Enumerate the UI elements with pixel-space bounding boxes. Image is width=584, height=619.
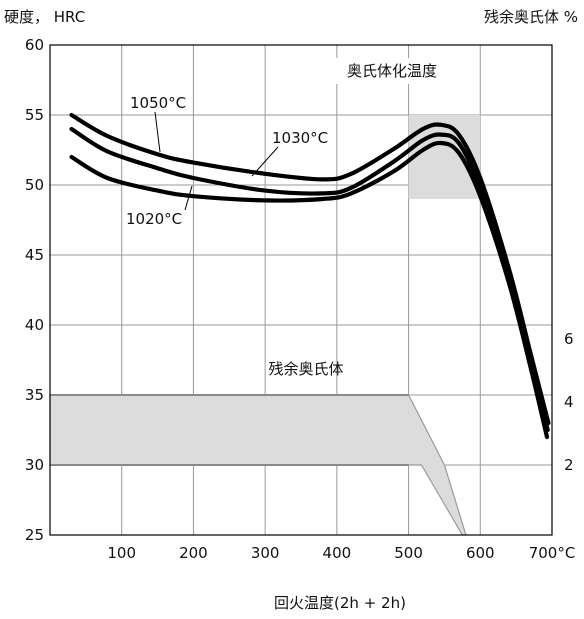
y2-tick-label: 4 <box>564 393 574 411</box>
y-tick-label: 50 <box>25 176 44 194</box>
y-right-axis-title: 残余奥氏体 % <box>484 8 578 26</box>
austenitizing-temperature-label: 奥氏体化温度 <box>347 62 437 80</box>
series-label-3: 1020°C <box>126 210 182 228</box>
x-tick-label: 400 <box>323 544 352 562</box>
y-tick-label: 55 <box>25 106 44 124</box>
x-tick-label: 300 <box>251 544 280 562</box>
series-label-leader-1 <box>154 111 161 153</box>
y2-tick-label: 2 <box>564 456 574 474</box>
plot-background <box>49 44 553 536</box>
x-axis-title: 回火温度(2h + 2h) <box>274 594 406 612</box>
y-tick-label: 25 <box>25 526 44 544</box>
x-tick-label: 500 <box>394 544 423 562</box>
y-tick-label: 45 <box>25 246 44 264</box>
y-tick-label: 40 <box>25 316 44 334</box>
y-left-axis-title: 硬度， HRC <box>4 8 85 26</box>
series-line-3 <box>69 140 550 440</box>
series-label-leader-2 <box>251 146 279 177</box>
y2-tick-label: 6 <box>564 330 574 348</box>
retained-austenite-label: 残余奥氏体 <box>268 360 343 378</box>
x-tick-label: 100 <box>107 544 136 562</box>
x-tick-label: 700°C <box>529 544 576 562</box>
y-tick-label: 35 <box>25 386 44 404</box>
plot-foreground: 1050°C 1030°C 1020°C 25 30 35 40 45 50 55 60 100 200… <box>25 36 575 562</box>
x-tick-label: 200 <box>179 544 208 562</box>
y-tick-label: 60 <box>25 36 44 54</box>
y-tick-label: 30 <box>25 456 44 474</box>
series-label-2: 1030°C <box>272 129 328 147</box>
austenitizing-label-background <box>318 58 466 84</box>
plot-frame <box>49 44 553 536</box>
series-line-2 <box>69 126 550 433</box>
series-label-1: 1050°C <box>130 94 186 112</box>
series-label-leader-3 <box>184 185 193 211</box>
x-tick-label: 600 <box>466 544 495 562</box>
